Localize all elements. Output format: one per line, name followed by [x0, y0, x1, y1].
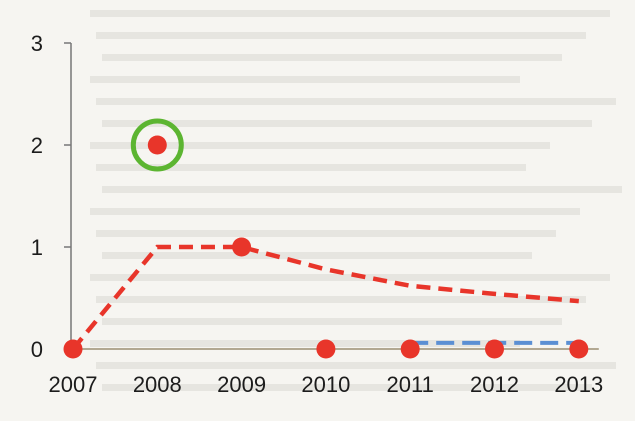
background-texture-line — [90, 274, 610, 281]
data-point-marker — [232, 237, 252, 257]
background-texture-line — [96, 98, 616, 105]
background-texture-line — [90, 76, 520, 83]
x-tick-label: 2012 — [470, 372, 519, 397]
highlight-ring — [130, 118, 184, 172]
background-texture-line — [102, 120, 592, 127]
x-tick-label: 2013 — [554, 372, 603, 397]
x-tick-label: 2007 — [49, 372, 98, 397]
data-point-marker — [485, 339, 504, 359]
background-texture-line — [102, 318, 562, 325]
background-texture-line — [102, 186, 622, 193]
x-tick-label: 2008 — [133, 372, 182, 397]
background-texture-line — [90, 208, 580, 215]
background-texture-line — [90, 340, 520, 347]
background-texture-line — [96, 296, 586, 303]
data-markers — [63, 135, 589, 359]
data-point-marker — [400, 339, 420, 359]
y-tick-label: 3 — [31, 31, 43, 56]
y-tick-label: 0 — [31, 337, 43, 362]
background-texture-line — [102, 252, 532, 259]
x-tick-label: 2011 — [387, 372, 434, 397]
background-texture-line — [96, 32, 586, 39]
x-tick-label: 2009 — [217, 372, 266, 397]
y-tick-label: 2 — [31, 133, 43, 158]
data-point-marker — [569, 339, 589, 359]
background-text-texture — [90, 10, 622, 391]
background-texture-line — [96, 164, 526, 171]
data-point-marker — [63, 339, 83, 359]
background-texture-line — [96, 362, 616, 369]
data-point-marker — [147, 135, 167, 155]
x-tick-label: 2010 — [301, 372, 350, 397]
background-texture-line — [90, 10, 610, 17]
y-tick-label: 1 — [31, 235, 43, 260]
background-texture-line — [96, 230, 556, 237]
background-texture-line — [102, 54, 562, 61]
highlight-group — [130, 118, 184, 172]
background-texture-line — [102, 384, 592, 391]
x-axis-ticks: 2007 2008 2009 2010 2011 2012 2013 — [49, 372, 604, 397]
red-dashed-series-line — [71, 244, 579, 351]
data-point-marker — [316, 339, 336, 359]
y-axis-ticks: 0 1 2 3 — [31, 31, 71, 362]
background-texture-line — [90, 142, 550, 149]
